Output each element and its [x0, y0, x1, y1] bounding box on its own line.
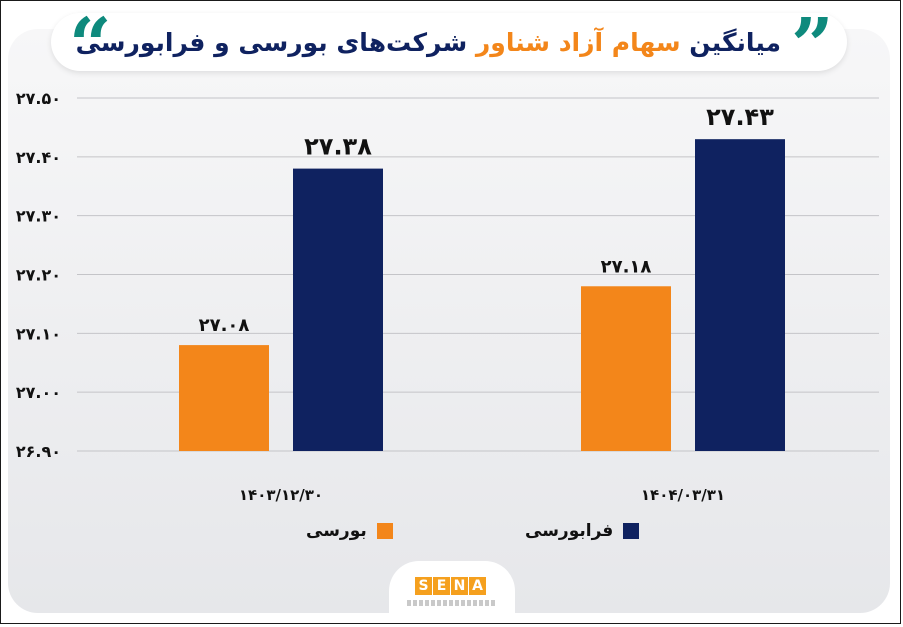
bar: [179, 345, 269, 451]
data-label: ۲۷.۳۸: [304, 133, 372, 161]
legend-swatch-farabourse: [623, 523, 640, 539]
title-part-3: شرکت‌های بورسی و فرابورسی: [75, 28, 468, 57]
data-label: ۲۷.۰۸: [199, 315, 250, 336]
y-tick-label: ۲۷.۲۰: [16, 266, 61, 285]
legend-label-farabourse: فرابورسی: [525, 521, 614, 541]
y-tick-label: ۲۷.۵۰: [16, 89, 61, 108]
y-tick-label: ۲۷.۰۰: [16, 383, 61, 402]
y-tick-label: ۲۷.۱۰: [16, 324, 61, 343]
sena-logo: S E N A: [415, 577, 486, 595]
legend-item-farabourse: فرابورسی: [525, 521, 640, 541]
quote-close-icon: ”: [791, 3, 834, 89]
bar: [695, 139, 785, 451]
title-part-1: میانگین: [689, 28, 781, 57]
chart-title: میانگین سهام آزاد شناور شرکت‌های بورسی و…: [76, 23, 781, 63]
data-label: ۲۷.۱۸: [601, 256, 652, 277]
quote-open-icon: “: [69, 3, 112, 89]
bar: [293, 168, 383, 451]
title-part-2: سهام آزاد شناور: [475, 28, 681, 57]
legend-item-bourse: بورسی: [306, 521, 393, 541]
data-label: ۲۷.۴۳: [706, 103, 774, 131]
y-tick-label: ۲۶.۹۰: [16, 442, 61, 461]
y-tick-label: ۲۷.۴۰: [16, 148, 61, 167]
legend-label-bourse: بورسی: [306, 521, 367, 541]
bar: [581, 286, 671, 451]
x-tick-label: ۱۴۰۳/۱۲/۳۰: [239, 486, 323, 504]
title-banner: [51, 13, 847, 71]
y-tick-label: ۲۷.۳۰: [16, 207, 61, 226]
x-tick-label: ۱۴۰۴/۰۳/۳۱: [641, 486, 725, 504]
logo-tagline: [407, 600, 497, 606]
legend-swatch-bourse: [376, 523, 393, 539]
